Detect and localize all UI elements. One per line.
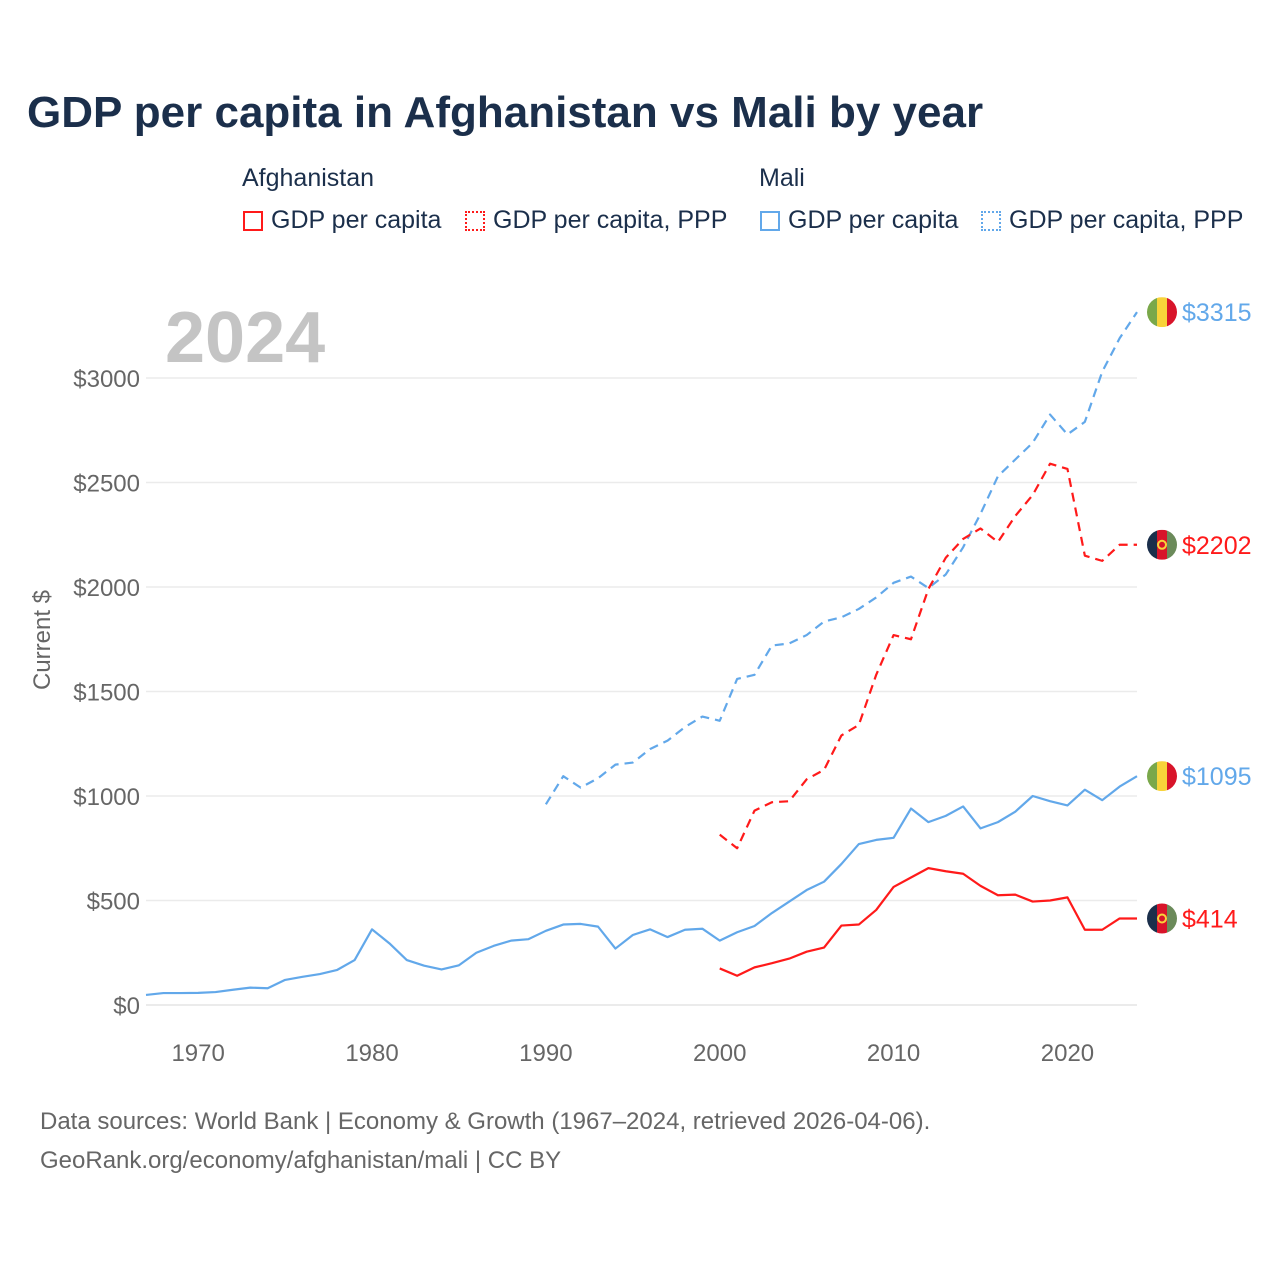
afghanistan-flag-icon — [1147, 529, 1177, 560]
y-tick-label: $500 — [87, 889, 140, 916]
flag-emblem — [1157, 539, 1167, 550]
x-tick-label: 1990 — [519, 1040, 572, 1067]
y-tick-label: $2000 — [73, 575, 140, 602]
footer-sources: Data sources: World Bank | Economy & Gro… — [40, 1108, 931, 1135]
year-label: 2024 — [165, 298, 325, 378]
end-value-label: $2202 — [1182, 532, 1252, 560]
y-tick-label: $1000 — [73, 784, 140, 811]
flag-emblem — [1157, 913, 1167, 924]
y-tick-label: $0 — [113, 993, 140, 1020]
legend-group-mali: Mali — [759, 164, 805, 192]
flag-stripe — [1157, 529, 1167, 560]
series-line-afghanistan-gdp-per-capita-ppp — [719, 462, 1137, 850]
mali-flag-icon — [1147, 761, 1177, 792]
flag-stripe — [1147, 529, 1157, 560]
legend-swatch-solid-red — [243, 210, 263, 231]
legend-swatch-dotted-red — [465, 210, 485, 231]
flag-stripe — [1147, 903, 1157, 934]
legend-label: GDP per capita, PPP — [493, 206, 728, 234]
x-tick-label: 2020 — [1041, 1040, 1094, 1067]
legend-swatch-dotted-blue — [981, 210, 1001, 231]
flag-stripe — [1167, 529, 1177, 560]
series-line-afghanistan-gdp-per-capita — [719, 867, 1137, 977]
flag-stripe — [1147, 761, 1157, 792]
series-line-mali-gdp-per-capita — [145, 775, 1138, 997]
x-tick-label: 2000 — [693, 1040, 746, 1067]
end-value-label: $3315 — [1182, 299, 1252, 327]
end-value-label: $414 — [1182, 905, 1238, 933]
afghanistan-flag-icon — [1147, 903, 1177, 934]
flag-stripe — [1147, 297, 1157, 328]
series-line-mali-gdp-per-capita-ppp — [544, 311, 1138, 805]
legend-swatch-solid-blue — [760, 210, 780, 231]
flag-stripe — [1167, 297, 1177, 328]
chart-title: GDP per capita in Afghanistan vs Mali by… — [27, 88, 984, 137]
flag-stripe — [1167, 903, 1177, 934]
y-tick-label: $2500 — [73, 471, 140, 498]
legend-mali-ppp[interactable]: GDP per capita, PPP — [981, 206, 1243, 235]
legend-mali-gdp[interactable]: GDP per capita — [760, 206, 958, 235]
x-tick-label: 2010 — [867, 1040, 920, 1067]
y-tick-label: $3000 — [73, 366, 140, 393]
flag-stripe — [1167, 761, 1177, 792]
legend-label: GDP per capita — [788, 206, 959, 234]
flag-stripe — [1157, 761, 1167, 792]
legend-label: GDP per capita, PPP — [1009, 206, 1244, 234]
legend-afghanistan-ppp[interactable]: GDP per capita, PPP — [465, 206, 727, 235]
x-tick-label: 1970 — [171, 1040, 224, 1067]
legend-label: GDP per capita — [271, 206, 442, 234]
flag-stripe — [1157, 297, 1167, 328]
legend-afghanistan-gdp[interactable]: GDP per capita — [243, 206, 441, 235]
y-axis-label: Current $ — [29, 590, 56, 690]
y-tick-label: $1500 — [73, 680, 140, 707]
legend-group-afghanistan: Afghanistan — [242, 164, 375, 192]
end-value-label: $1095 — [1182, 763, 1252, 791]
footer-link[interactable]: GeoRank.org/economy/afghanistan/mali | C… — [40, 1147, 562, 1174]
x-tick-label: 1980 — [345, 1040, 398, 1067]
mali-flag-icon — [1147, 297, 1177, 328]
flag-stripe — [1157, 903, 1167, 934]
